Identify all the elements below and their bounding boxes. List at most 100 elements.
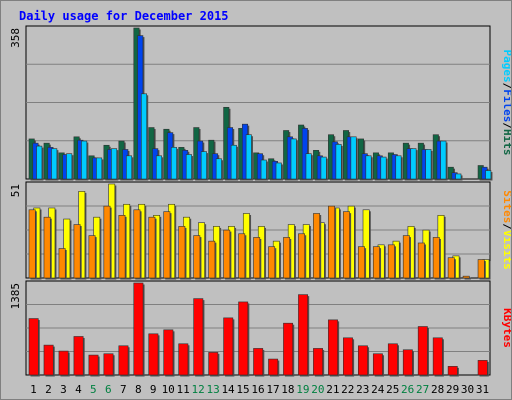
kbytes-bar xyxy=(148,333,159,376)
series-label-separator: / xyxy=(501,83,511,90)
pages-bar xyxy=(485,170,492,180)
kbytes-bar xyxy=(477,360,488,376)
series-label-files: Files xyxy=(501,89,511,122)
pages-bar xyxy=(36,145,43,180)
sites-bar xyxy=(148,216,156,279)
sites-bar xyxy=(193,235,201,279)
sites-bar xyxy=(313,213,320,279)
x-tick-label: 11 xyxy=(177,383,190,396)
pages-bar xyxy=(455,173,462,180)
x-tick-label: 31 xyxy=(476,383,489,396)
x-tick-label: 4 xyxy=(75,383,82,396)
x-tick-label: 22 xyxy=(341,383,354,396)
pages-bar xyxy=(170,147,177,180)
kbytes-bar xyxy=(193,298,204,376)
series-label-sites: Sites xyxy=(501,190,511,223)
pages-bar xyxy=(410,148,417,180)
sites-bar xyxy=(163,211,171,279)
sites-bar xyxy=(73,224,81,279)
x-tick-label: 27 xyxy=(416,383,429,396)
series-label-hits: Hits xyxy=(501,129,511,156)
pages-bar xyxy=(81,140,88,180)
pages-bar xyxy=(245,134,252,180)
kbytes-bar xyxy=(402,349,413,376)
sites-bar xyxy=(208,240,216,279)
pages-bar xyxy=(126,155,133,180)
kbytes-bar xyxy=(43,344,54,376)
x-tick-label: 7 xyxy=(120,383,127,396)
sites-bar xyxy=(238,233,246,279)
kbytes-bar xyxy=(447,366,458,376)
sites-bar xyxy=(477,259,485,279)
x-tick-label: 10 xyxy=(162,383,175,396)
kbytes-bar xyxy=(313,348,323,376)
x-tick-label: 24 xyxy=(371,383,385,396)
kbytes-bar xyxy=(387,343,398,376)
x-tick-label: 17 xyxy=(266,383,279,396)
series-label-pages: Pages xyxy=(501,50,511,83)
sites-bar xyxy=(253,237,261,279)
x-tick-label: 13 xyxy=(206,383,219,396)
pages-bar xyxy=(185,154,192,180)
x-tick-label: 20 xyxy=(311,383,324,396)
pages-bar xyxy=(335,144,342,180)
kbytes-bar xyxy=(417,326,428,376)
pages-bar xyxy=(51,148,58,180)
pages-bar xyxy=(380,156,387,180)
pages-bar xyxy=(275,162,282,180)
sites-bar xyxy=(298,233,306,279)
x-tick-label: 21 xyxy=(326,383,339,396)
max-label-2: 51 xyxy=(9,184,22,197)
series-label-separator: / xyxy=(501,223,511,230)
series-label-kbytes: KBytes xyxy=(501,308,511,348)
sites-bar xyxy=(178,226,186,279)
pages-bar xyxy=(290,138,297,180)
pages-bar xyxy=(440,140,447,180)
visits-bar xyxy=(362,209,370,279)
kbytes-bar xyxy=(208,352,219,376)
x-tick-label: 19 xyxy=(296,383,309,396)
x-tick-label: 6 xyxy=(105,383,112,396)
x-tick-label: 29 xyxy=(446,383,459,396)
max-label-1: 358 xyxy=(9,28,22,48)
x-tick-label: 26 xyxy=(401,383,414,396)
x-tick-label: 30 xyxy=(461,383,474,396)
series-label-separator: / xyxy=(501,122,511,129)
kbytes-bar xyxy=(298,294,308,376)
kbytes-bar xyxy=(223,317,234,376)
kbytes-bar xyxy=(238,301,249,376)
kbytes-bar xyxy=(73,336,84,376)
sites-bar xyxy=(343,211,350,279)
max-label-3: 1385 xyxy=(9,283,22,310)
kbytes-bar xyxy=(328,319,338,376)
x-tick-label: 3 xyxy=(60,383,67,396)
sites-bar xyxy=(268,246,276,279)
kbytes-bar xyxy=(118,345,129,376)
pages-bar xyxy=(425,149,432,180)
pages-bar xyxy=(230,144,237,180)
pages-bar xyxy=(141,93,148,180)
pages-bar xyxy=(96,157,103,180)
sites-bar xyxy=(432,237,440,279)
sites-bar xyxy=(402,235,410,279)
kbytes-bar xyxy=(253,348,264,376)
sites-bar xyxy=(43,216,51,279)
x-tick-label: 23 xyxy=(356,383,369,396)
kbytes-bar xyxy=(268,358,279,376)
x-tick-label: 1 xyxy=(30,383,37,396)
sites-bar xyxy=(118,215,126,279)
x-tick-label: 15 xyxy=(236,383,249,396)
kbytes-bar xyxy=(133,282,144,376)
sites-bar xyxy=(387,244,395,279)
pages-bar xyxy=(260,159,267,180)
pages-bar xyxy=(350,136,357,180)
sites-bar xyxy=(447,257,455,279)
kbytes-bar xyxy=(357,345,368,376)
pages-bar xyxy=(365,155,372,180)
kbytes-bar xyxy=(28,318,39,376)
x-tick-label: 8 xyxy=(135,383,142,396)
pages-bar xyxy=(111,148,118,180)
x-tick-label: 28 xyxy=(431,383,444,396)
